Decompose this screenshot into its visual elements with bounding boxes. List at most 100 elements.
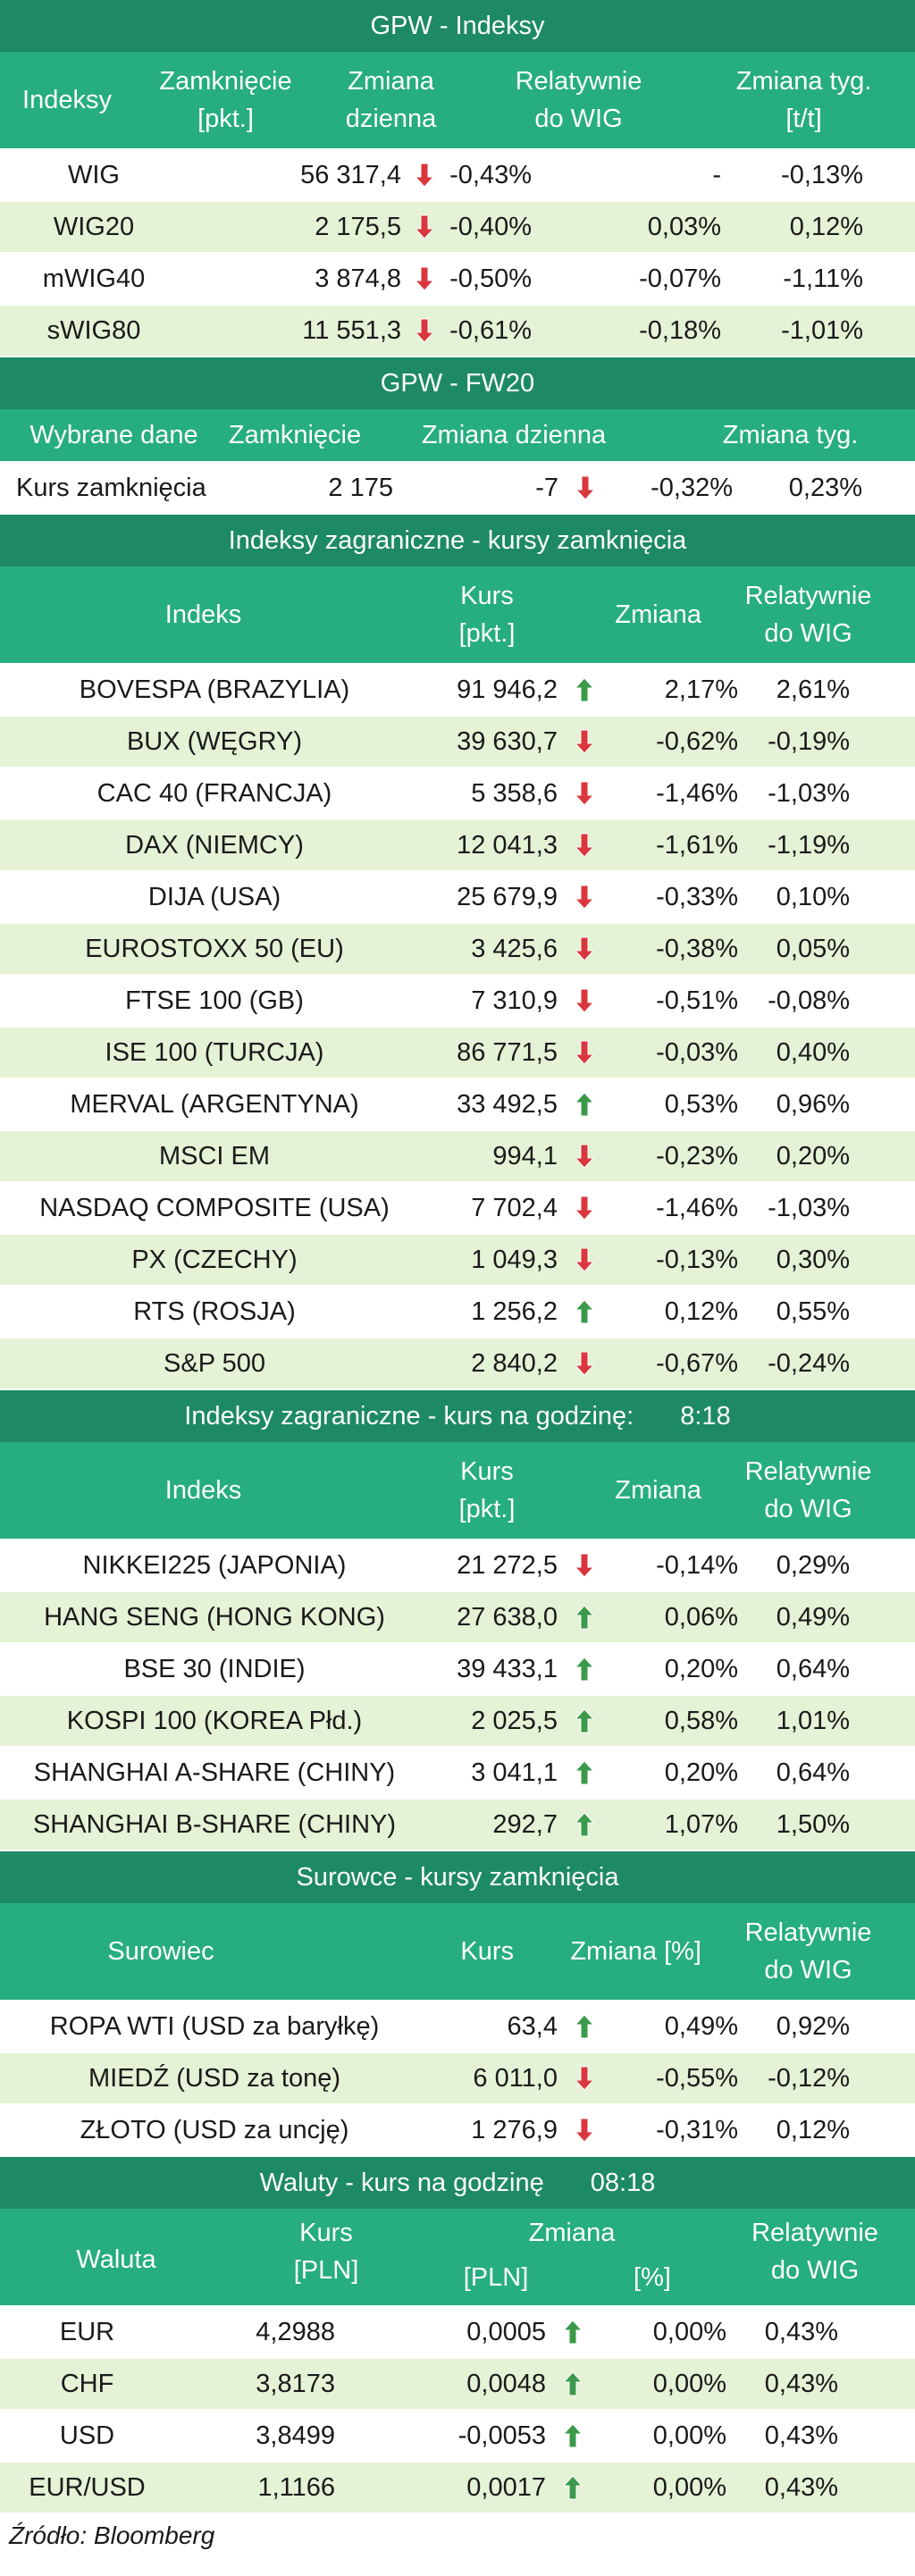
column-header: Zmiana [528,2219,616,2247]
index-value: 2 840,2 [471,1348,558,1378]
arrow-down-icon [561,832,608,859]
arrow-up-icon [561,2013,608,2040]
currency-row: EUR 4,2988 0,0005 0,00% 0,43% [0,2307,915,2359]
currency-code: USD [59,2421,115,2450]
foreign_hour-row: HANG SENG (HONG KONG) 27 638,0 0,06% 0,49% [0,1592,915,1644]
index-name: SHANGHAI A-SHARE (CHINY) [33,1758,396,1787]
section-title-fx-label: Waluty - kurs na godzinę [259,2168,544,2197]
column-header: Relatywnie do WIG [751,2219,878,2286]
daily-change-percent: -0,32% [651,473,733,502]
daily-change-points: -7 [535,473,558,502]
arrow-down-icon [561,1246,608,1273]
index-value: 21 272,5 [457,1550,558,1580]
weekly-change: -1,01% [781,315,863,345]
index-name: DIJA (USA) [147,882,281,911]
arrow-down-icon [561,884,608,910]
relative-to-wig: - [712,160,721,189]
arrow-down-icon [561,2117,608,2144]
gpw-header: Indeksy Zamknięcie [pkt.] Zmiana dzienna Re… [0,52,915,150]
weekly-change: -1,11% [783,264,863,293]
index-name: MSCI EM [158,1141,271,1171]
relative-to-wig: 1,50% [776,1809,850,1839]
index-name: WIG20 [53,212,135,241]
currency-row: EUR/USD 1,1166 0,0017 0,00% 0,43% [0,2463,915,2514]
foreign_close-row: FTSE 100 (GB) 7 310,9 -0,51% -0,08% [0,976,915,1028]
close-value: 56 317,4 [300,160,401,189]
index-value: 39 630,7 [457,726,558,756]
foreign_close-row: NASDAQ COMPOSITE (USA) 7 702,4 -1,46% -1,03… [0,1183,915,1235]
relative-to-wig: 0,96% [776,1089,850,1119]
index-value: 86 771,5 [457,1037,558,1067]
arrow-down-icon [561,1143,608,1170]
fw20-row: Kurs zamknięcia 2 175 -7 -0,32% 0,23% [0,463,915,515]
arrow-up-icon [561,1811,608,1838]
foreign_close-row: ISE 100 (TURCJA) 86 771,5 -0,03% 0,40% [0,1028,915,1079]
source-note: Źródło: Bloomberg [9,2521,215,2549]
change-value: -1,46% [656,778,738,808]
currency-code: EUR [59,2317,115,2346]
column-header: Zmiana dzienna [421,420,607,449]
change-value: -0,13% [656,1245,738,1274]
column-header: Kurs [PLN] [293,2219,359,2286]
index-name: NASDAQ COMPOSITE (USA) [39,1193,390,1222]
index-name: RTS (ROSJA) [133,1296,296,1326]
change-pln: 0,0017 [466,2472,546,2502]
index-name: FTSE 100 (GB) [125,986,304,1015]
column-header: Zmiana [%] [570,1936,701,1966]
column-header: Relatywnie do WIG [744,581,872,648]
change-percent: 0,00% [652,2317,726,2346]
column-header: Indeks [164,600,242,629]
weekly-change: 0,23% [788,473,862,502]
change-value: 0,12% [664,1296,738,1326]
index-name: ISE 100 (TURCJA) [105,1037,324,1067]
foreign_hour-row: SHANGHAI A-SHARE (CHINY) 3 041,1 0,20% 0,64… [0,1748,915,1800]
column-header: Relatywnie do WIG [744,1456,872,1523]
relative-to-wig: 0,43% [764,2369,838,2398]
change-value: 0,53% [664,1089,738,1119]
foreign_close-header: Indeks Kurs [pkt.] Zmiana Relatywnie do WIG [0,566,915,665]
index-name: BUX (WĘGRY) [126,726,303,756]
index-name: SHANGHAI B-SHARE (CHINY) [32,1809,397,1839]
close-value: 2 175,5 [315,212,401,241]
change-value: -0,67% [656,1348,738,1378]
arrow-up-icon [550,2319,596,2345]
index-value: 33 492,5 [457,1089,558,1119]
exchange-rate: 3,8173 [256,2369,335,2398]
close-value: 2 175 [328,473,393,502]
change-value: 1,07% [664,1809,738,1839]
change-value: 0,20% [664,1654,738,1683]
column-header: Zamknięcie [228,420,362,449]
arrow-up-icon [561,1604,608,1631]
arrow-down-icon [407,214,442,240]
exchange-rate: 3,8499 [256,2421,335,2450]
change-value: -0,23% [656,1141,738,1171]
change-value: 0,49% [664,2011,738,2041]
relative-to-wig: 0,10% [776,882,850,911]
foreign_hour-row: BSE 30 (INDIE) 39 433,1 0,20% 0,64% [0,1644,915,1696]
currency-row: CHF 3,8173 0,0048 0,00% 0,43% [0,2359,915,2411]
column-header: Kurs [pkt.] [458,1456,516,1523]
relative-to-wig: 0,64% [776,1654,850,1683]
foreign_close-row: BOVESPA (BRAZYLIA) 91 946,2 2,17% 2,61% [0,665,915,717]
index-value: 3 041,1 [471,1758,558,1787]
section-title-foreign-close: Indeksy zagraniczne - kursy zamknięcia [0,515,915,566]
currency-code: EUR/USD [29,2472,146,2502]
index-value: 25 679,9 [457,882,558,911]
relative-to-wig: 0,40% [776,1037,850,1067]
arrow-up-icon [550,2370,596,2397]
relative-to-wig: 0,05% [776,934,850,963]
gpw-row: mWIG40 3 874,8 -0,50% -0,07% -1,11% [0,254,915,306]
column-header: Wybrane dane [29,420,198,449]
relative-to-wig: -0,08% [768,986,850,1015]
foreign_close-row: S&P 500 2 840,2 -0,67% -0,24% [0,1338,915,1390]
section-title-commodities-label: Surowce - kursy zamknięcia [296,1862,619,1892]
relative-to-wig: 0,64% [776,1758,850,1787]
index-value: 292,7 [492,1809,558,1839]
relative-to-wig: -0,12% [768,2063,850,2093]
column-header: Surowiec [107,1936,214,1966]
column-header: Relatywnie do WIG [744,1917,872,1984]
index-value: 27 638,0 [457,1602,558,1632]
index-value: 39 433,1 [457,1654,558,1683]
commodity-price: 63,4 [507,2011,558,2041]
